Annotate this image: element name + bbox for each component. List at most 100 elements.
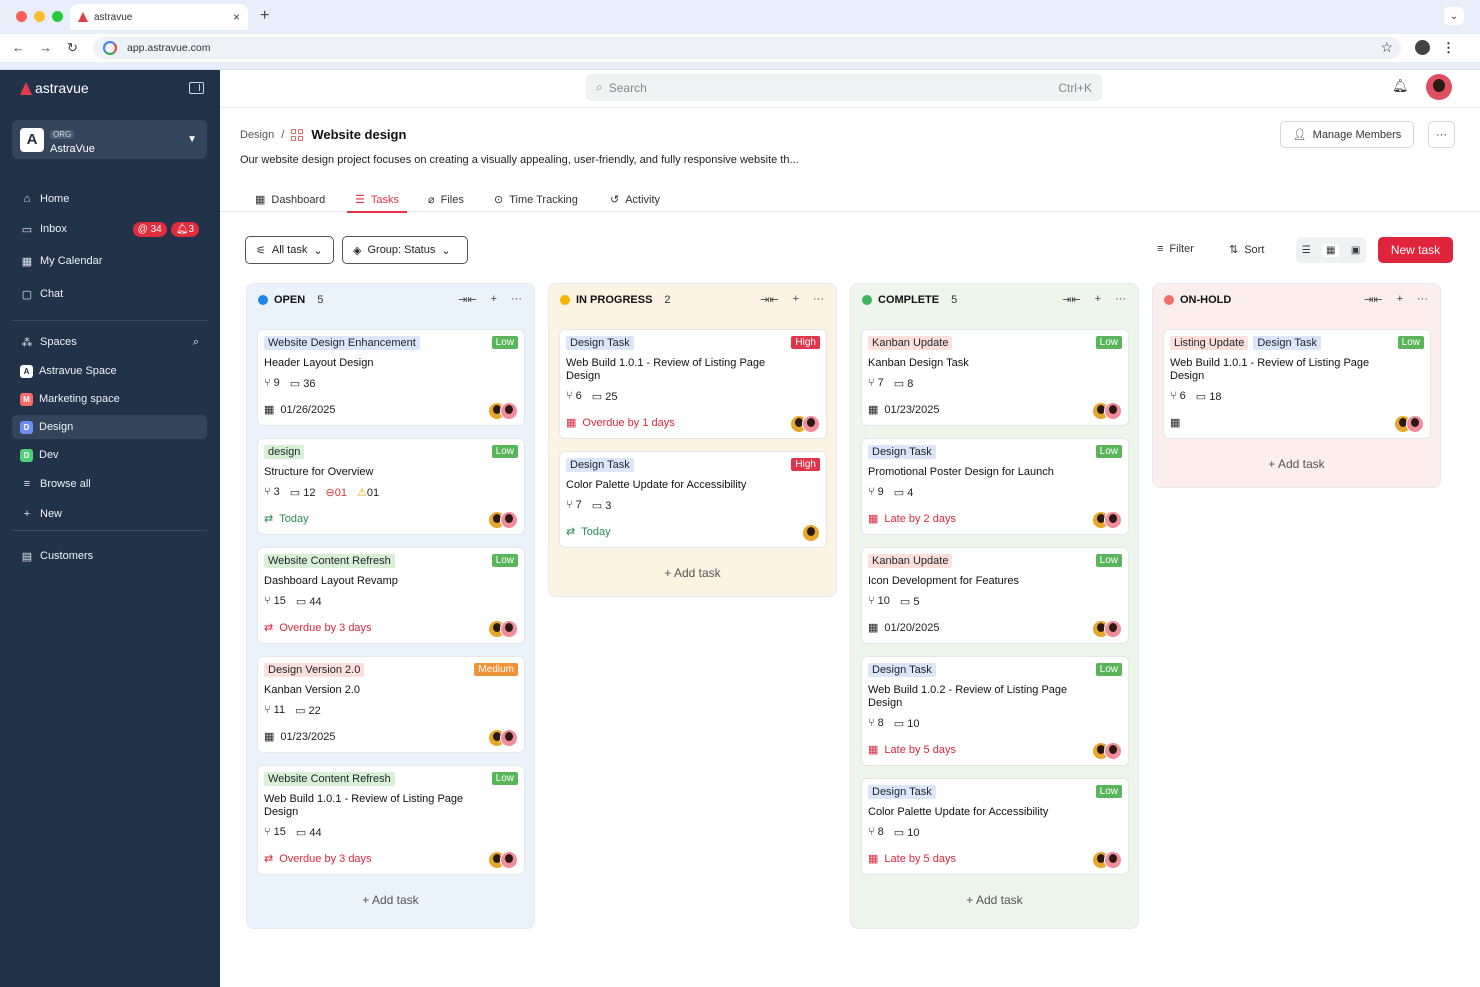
collapse-column-icon[interactable]: ⇥⇤	[458, 294, 477, 306]
sidebar-item-new[interactable]: + New	[12, 502, 207, 526]
task-card[interactable]: Design Task Low Color Palette Update for A…	[861, 778, 1129, 875]
sidebar-item-browse-all[interactable]: ≡ Browse all	[12, 472, 207, 496]
task-due[interactable]: ▦ Late by 5 days	[868, 852, 956, 866]
sidebar-item-chat[interactable]: ▢ Chat	[12, 282, 207, 306]
priority-badge[interactable]: Low	[1095, 336, 1122, 349]
sidebar-item-spaces[interactable]: ⁂ Spaces ⌕	[12, 330, 207, 354]
task-tag[interactable]: Kanban Update	[868, 554, 953, 568]
task-card[interactable]: Design Task Low Promotional Poster Design …	[861, 438, 1129, 535]
reload-icon[interactable]: ↻	[67, 40, 78, 55]
task-title[interactable]: Kanban Version 2.0	[264, 684, 361, 696]
assignees[interactable]	[1092, 620, 1122, 638]
task-tag[interactable]: Website Content Refresh	[264, 554, 395, 568]
task-card[interactable]: Kanban Update Low Kanban Design Task ⑂ 7 ▭ 8…	[861, 329, 1129, 426]
assignee-avatar[interactable]	[500, 729, 518, 747]
task-due[interactable]: ▦ Late by 2 days	[868, 512, 956, 526]
group-by-dropdown[interactable]: ◈ Group: Status ⌄	[342, 236, 468, 264]
assignees[interactable]	[488, 511, 518, 529]
task-title[interactable]: Web Build 1.0.1 - Review of Listing Page…	[566, 357, 766, 382]
close-tab-icon[interactable]: ×	[232, 10, 240, 24]
task-due[interactable]: ⇄ Overdue by 3 days	[264, 621, 372, 635]
priority-badge[interactable]: Low	[491, 336, 518, 349]
minimize-window-button[interactable]	[34, 11, 45, 22]
assignee-avatar[interactable]	[802, 415, 820, 433]
all-task-dropdown[interactable]: ⚟ All task ⌄	[245, 236, 334, 264]
add-column-task-icon[interactable]: +	[1094, 293, 1101, 305]
task-card[interactable]: Kanban Update Low Icon Development for Fea…	[861, 547, 1129, 644]
assignees[interactable]	[488, 402, 518, 420]
sidebar-item-inbox[interactable]: ▭ Inbox @ 34 🔔︎ 3	[12, 217, 207, 241]
task-due[interactable]: ▦ Overdue by 1 days	[566, 416, 675, 430]
task-due[interactable]: ⇄ Overdue by 3 days	[264, 852, 372, 866]
task-tag[interactable]: Design Task	[566, 458, 634, 472]
assignees[interactable]	[1092, 511, 1122, 529]
task-due[interactable]: ▦ 01/23/2025	[264, 730, 335, 744]
task-card[interactable]: Website Design Enhancement Low Header Layo…	[257, 329, 525, 426]
collapse-column-icon[interactable]: ⇥⇤	[760, 294, 779, 306]
notifications-badge[interactable]: 🔔︎ 3	[170, 221, 199, 237]
breadcrumb-design[interactable]: Design	[240, 128, 275, 141]
task-card[interactable]: Website Content Refresh Low Dashboard Layo…	[257, 547, 525, 644]
search-input[interactable]: ⌕ Search Ctrl+K	[586, 74, 1102, 101]
manage-members-button[interactable]: 👤︎ Manage Members	[1280, 121, 1414, 148]
task-tag[interactable]: design	[264, 445, 305, 459]
sort-button[interactable]: ⇅ Sort	[1229, 243, 1264, 257]
task-title[interactable]: Web Build 1.0.2 - Review of Listing Page…	[868, 684, 1068, 709]
priority-badge[interactable]: High	[791, 336, 820, 349]
task-due[interactable]: ▦ Late by 5 days	[868, 743, 956, 757]
org-switcher[interactable]: A ORG AstraVue ▼	[12, 120, 207, 159]
sidebar-item-marketing-space[interactable]: M Marketing space	[12, 387, 207, 411]
collapse-sidebar-icon[interactable]	[189, 82, 204, 94]
task-tag[interactable]: Design Task	[868, 785, 936, 799]
task-tag[interactable]: Website Design Enhancement	[264, 336, 420, 350]
priority-badge[interactable]: Low	[491, 772, 518, 785]
add-task-button[interactable]: + Add task	[851, 893, 1138, 907]
assignee-avatar[interactable]	[1104, 851, 1122, 869]
assignee-avatar[interactable]	[1104, 620, 1122, 638]
task-title[interactable]: Color Palette Update for Accessibility	[868, 806, 1049, 818]
tab-files[interactable]: ⌀ Files	[428, 193, 464, 207]
add-task-button[interactable]: + Add task	[247, 893, 534, 907]
assignees[interactable]	[488, 620, 518, 638]
assignees[interactable]	[1092, 851, 1122, 869]
priority-badge[interactable]: Low	[491, 554, 518, 567]
task-due[interactable]: ▦	[1170, 416, 1180, 429]
assignees[interactable]	[1092, 742, 1122, 760]
task-due[interactable]: ▦ 01/26/2025	[264, 403, 335, 417]
user-avatar[interactable]	[1426, 74, 1452, 100]
back-arrow-icon[interactable]: ←	[12, 40, 25, 55]
column-menu-icon[interactable]: ···	[511, 293, 522, 305]
task-title[interactable]: Kanban Design Task	[868, 357, 969, 369]
add-column-task-icon[interactable]: +	[792, 293, 799, 305]
add-column-task-icon[interactable]: +	[490, 293, 497, 305]
add-task-button[interactable]: + Add task	[549, 566, 836, 580]
priority-badge[interactable]: Medium	[474, 663, 518, 676]
task-due[interactable]: ▦ 01/23/2025	[868, 403, 939, 417]
search-spaces-icon[interactable]: ⌕	[192, 335, 199, 348]
task-card[interactable]: Design Version 2.0 Medium Kanban Version 2…	[257, 656, 525, 753]
assignees[interactable]	[802, 524, 820, 542]
column-menu-icon[interactable]: ···	[1115, 293, 1126, 305]
add-task-button[interactable]: + Add task	[1153, 457, 1440, 471]
task-title[interactable]: Web Build 1.0.1 - Review of Listing Page…	[264, 793, 464, 818]
column-menu-icon[interactable]: ···	[1417, 293, 1428, 305]
tab-dashboard[interactable]: ▦ Dashboard	[255, 193, 325, 207]
task-tag[interactable]: Design Version 2.0	[264, 663, 365, 677]
priority-badge[interactable]: Low	[1095, 554, 1122, 567]
sidebar-item-customers[interactable]: ▤ Customers	[12, 544, 207, 568]
browser-menu-icon[interactable]: ⋮	[1442, 40, 1455, 55]
assignee-avatar[interactable]	[500, 851, 518, 869]
assignee-avatar[interactable]	[1104, 402, 1122, 420]
task-tag[interactable]: Design Task	[566, 336, 634, 350]
tab-time-tracking[interactable]: ⊙ Time Tracking	[494, 193, 578, 207]
task-due[interactable]: ⇄ Today	[264, 512, 309, 526]
task-tag[interactable]: Design Task	[868, 663, 936, 677]
new-tab-icon[interactable]: +	[260, 7, 270, 24]
filter-button[interactable]: ≡ Filter	[1157, 243, 1194, 255]
task-title[interactable]: Structure for Overview	[264, 466, 374, 478]
task-tag[interactable]: Design Task	[1253, 336, 1322, 350]
task-tag[interactable]: Listing Update	[1170, 336, 1249, 350]
mentions-badge[interactable]: @ 34	[132, 221, 167, 237]
assignees[interactable]	[790, 415, 820, 433]
assignee-avatar[interactable]	[802, 524, 820, 542]
